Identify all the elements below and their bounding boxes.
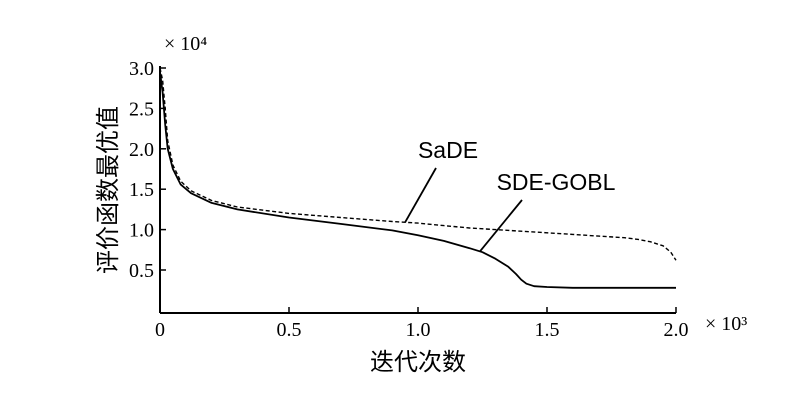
- y-tick-label: 2.5: [129, 98, 154, 120]
- y-multiplier: × 10⁴: [164, 33, 207, 55]
- x-axis-label: 迭代次数: [370, 348, 466, 376]
- x-tick-label: 1.0: [406, 319, 431, 341]
- annotation-label: SaDE: [418, 137, 478, 163]
- annotations: SaDE SDE-GOBL: [404, 137, 616, 252]
- y-axis-label: 评价函数最优值: [94, 106, 122, 274]
- x-tick-label: 2.0: [664, 319, 689, 341]
- annotation-leader: [404, 167, 437, 223]
- y-tick-label: 1.0: [129, 220, 154, 242]
- plot-area: 0 0.5 1.0 1.5 2.0 0.5 1.0 1.5 2.0 2.5 3.0 SaDE SDE…: [129, 58, 689, 341]
- y-tick-label: 3.0: [129, 58, 154, 80]
- y-tick-label: 0.5: [129, 260, 154, 282]
- x-tick-label: 0.5: [277, 319, 302, 341]
- y-ticks: 0.5 1.0 1.5 2.0 2.5 3.0: [129, 58, 166, 282]
- series-line-sade: [159, 67, 677, 261]
- x-tick-label: 1.5: [535, 319, 560, 341]
- annotation-label: SDE-GOBL: [497, 169, 616, 195]
- x-multiplier: × 10³: [705, 313, 747, 335]
- series-layer: [159, 67, 677, 289]
- x-ticks: 0 0.5 1.0 1.5 2.0: [155, 307, 689, 341]
- y-tick-label: 2.0: [129, 139, 154, 161]
- x-tick-label: 0: [155, 319, 165, 341]
- series-line-sde-gobl: [159, 71, 676, 289]
- y-tick-label: 1.5: [129, 179, 154, 201]
- annotation-leader: [479, 199, 523, 252]
